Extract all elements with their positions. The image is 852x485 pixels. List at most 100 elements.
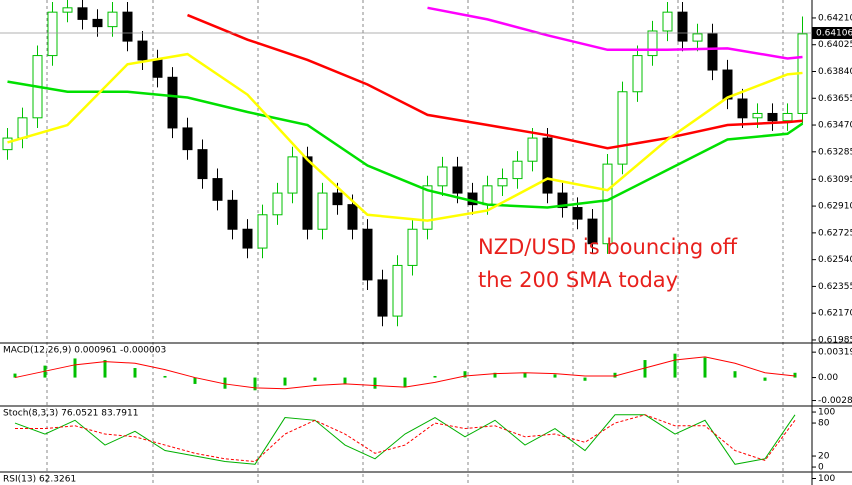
y-tick-label: 80: [818, 419, 830, 429]
candle-body: [122, 11, 133, 42]
candle-body: [77, 7, 88, 20]
macd-bar: [673, 353, 677, 378]
candle-body: [17, 117, 28, 139]
candle-body: [617, 91, 628, 165]
stoch-signal: [15, 414, 796, 463]
candle-body: [257, 214, 268, 249]
candle-body: [317, 192, 328, 230]
panel-label: RSI(13) 62.3261: [3, 475, 76, 485]
y-tick-label: 0: [818, 463, 824, 473]
candle-body: [2, 137, 13, 151]
macd-bar: [763, 377, 767, 381]
y-tick-label: 0.003191: [818, 348, 852, 358]
candle-body: [227, 199, 238, 230]
macd-bar: [733, 371, 737, 378]
candle-body: [662, 11, 673, 32]
y-tick-label: 0.62170: [818, 309, 852, 319]
macd-bar: [133, 368, 137, 378]
candle-body: [422, 185, 433, 230]
candle-body: [737, 98, 748, 119]
candle-body: [332, 192, 343, 206]
candle-body: [452, 166, 463, 194]
plot-area: [2, 0, 808, 327]
moving-average: [7, 80, 804, 209]
y-tick-label: 0.62355: [818, 282, 852, 292]
macd-bar: [73, 358, 77, 378]
candle-body: [92, 18, 103, 28]
candle-body: [272, 192, 283, 216]
y-tick-label: 100: [818, 408, 835, 418]
candle-body: [497, 178, 508, 187]
y-tick-label: 0.64025: [818, 40, 852, 50]
moving-average: [7, 52, 803, 222]
macd-bar: [433, 375, 437, 378]
macd-bar: [583, 377, 587, 381]
candle-body: [362, 228, 373, 281]
y-tick-label: 0.63840: [818, 67, 852, 77]
panel-label: Stoch(8,3,3) 76.0521 83.7911: [3, 409, 138, 419]
macd-bar: [403, 377, 407, 388]
candle-body: [707, 33, 718, 71]
macd-bar: [223, 377, 227, 389]
macd-bar: [373, 377, 377, 389]
candle-body: [47, 11, 58, 57]
y-tick-label: 0.61985: [818, 335, 852, 345]
candle-body: [512, 160, 523, 180]
candle-body: [167, 76, 178, 129]
macd-bar: [523, 372, 527, 378]
candle-body: [407, 228, 418, 266]
candle-body: [752, 112, 763, 119]
candle-body: [107, 11, 118, 28]
candle-body: [62, 7, 73, 13]
y-tick-label: 100: [818, 474, 835, 484]
candle-body: [137, 40, 148, 61]
panel-label: MACD(12,26,9) 0.000961 -0.000003: [3, 346, 166, 356]
candle-body: [692, 33, 703, 42]
candle-body: [392, 264, 403, 317]
macd-bar: [253, 377, 257, 391]
moving-average: [427, 6, 803, 60]
y-tick-label: 0.63470: [818, 121, 852, 131]
candle-body: [782, 112, 793, 122]
annotation: the 200 SMA today: [478, 268, 678, 292]
stoch-main: [14, 414, 796, 465]
candle-body: [542, 137, 553, 194]
candle-body: [587, 218, 598, 245]
macd-bar: [613, 372, 617, 378]
y-tick-label: -0.002884: [818, 396, 852, 406]
candle-body: [647, 30, 658, 57]
current-price-label: 0.64106: [816, 28, 852, 38]
candle-body: [302, 156, 313, 230]
macd-signal: [14, 356, 796, 390]
candle-body: [152, 59, 163, 78]
candle-body: [722, 69, 733, 100]
y-tick-label: 0.63655: [818, 94, 852, 104]
y-tick-label: 20: [818, 452, 830, 462]
y-tick-label: 0.63285: [818, 147, 852, 157]
macd-bar: [313, 377, 317, 381]
candle-body: [527, 137, 538, 162]
macd-bar: [193, 377, 197, 384]
macd-bar: [703, 357, 707, 378]
macd-bar: [493, 372, 497, 378]
macd-bar: [343, 377, 347, 384]
candle-body: [767, 112, 778, 122]
annotation: NZD/USD is bouncing off: [478, 235, 738, 259]
macd-bar: [793, 372, 797, 378]
candle-body: [347, 204, 358, 230]
y-tick-label: 0.62540: [818, 255, 852, 265]
candle-body: [182, 127, 193, 151]
candle-body: [557, 192, 568, 209]
candle-body: [572, 207, 583, 220]
y-tick-label: 0.62725: [818, 228, 852, 238]
y-tick-label: 0.62910: [818, 202, 852, 212]
current-price-box: [812, 26, 852, 39]
macd-bar: [13, 373, 17, 378]
candle-body: [437, 166, 448, 187]
candle-body: [677, 11, 688, 42]
y-tick-label: 0.00: [818, 373, 838, 383]
macd-bar: [283, 377, 287, 386]
candle-body: [197, 149, 208, 180]
